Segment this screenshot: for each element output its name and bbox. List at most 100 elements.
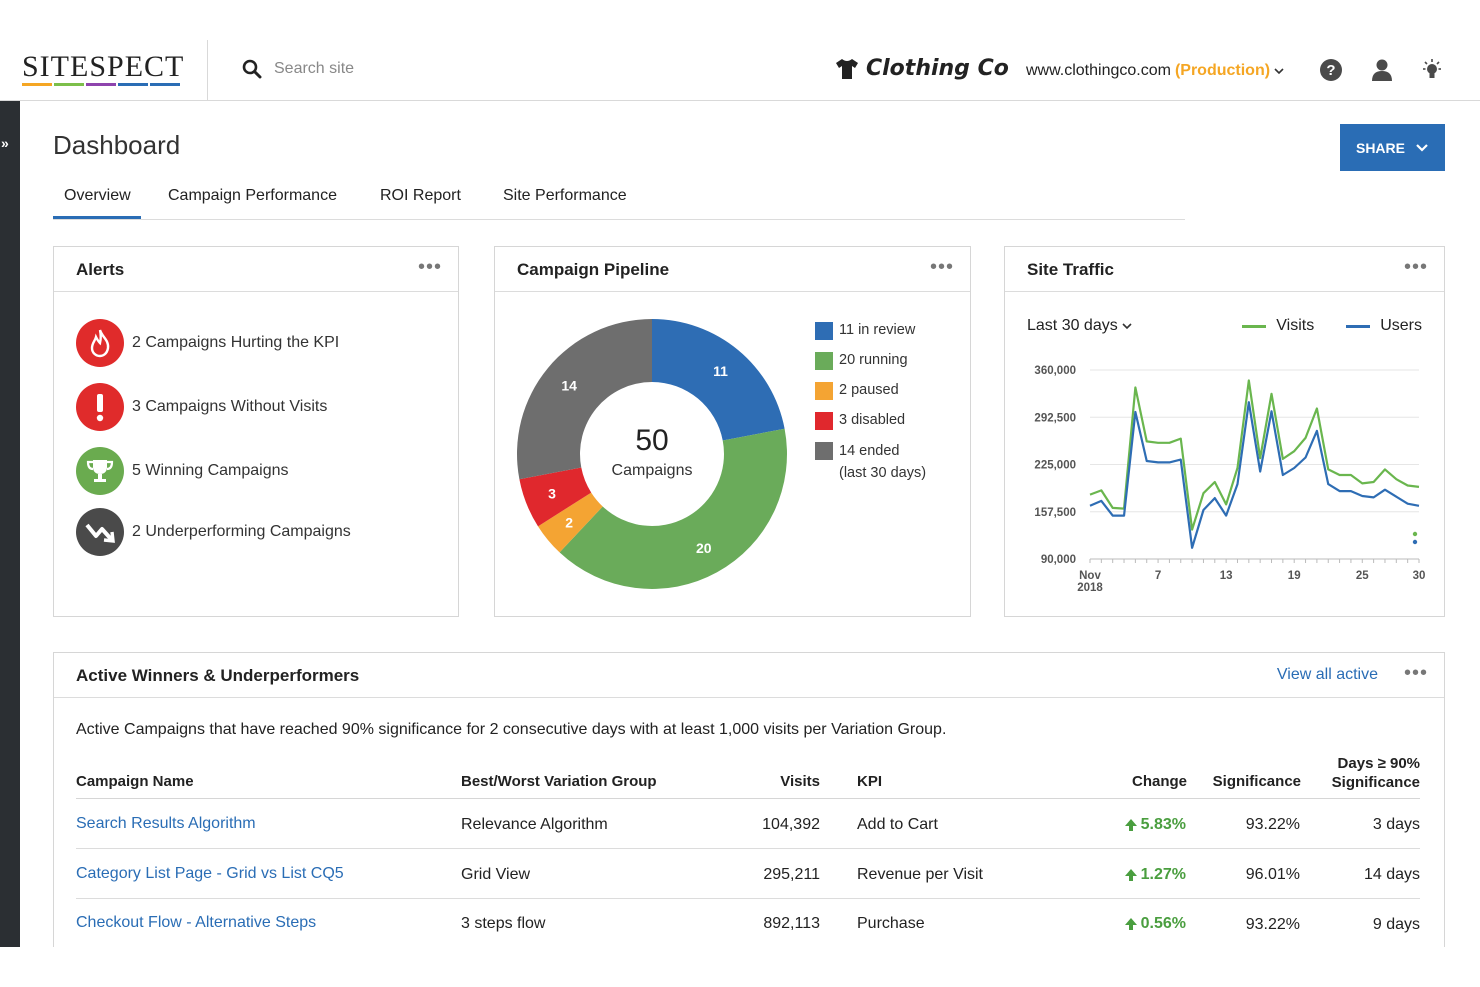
flame-icon [76, 319, 124, 367]
col-header-significance[interactable]: Significance [1212, 773, 1301, 790]
search-input[interactable]: Search site [274, 60, 355, 77]
donut-slice-running[interactable] [559, 428, 787, 589]
traffic-legend: Visits Users [1242, 317, 1422, 335]
legend-item-paused: 2 paused [815, 382, 926, 412]
page-title: Dashboard [53, 130, 181, 160]
col-header-kpi[interactable]: KPI [857, 773, 883, 790]
donut-slice-paused[interactable] [538, 492, 603, 553]
kpi-cell: Purchase [857, 915, 925, 932]
tab-campaign-performance[interactable]: Campaign Performance [168, 187, 337, 204]
user-icon[interactable] [1370, 58, 1394, 82]
alert-label: 2 Campaigns Hurting the KPI [132, 334, 340, 351]
trend-down-icon [76, 508, 124, 556]
legend-swatch [815, 412, 833, 430]
kpi-cell: Revenue per Visit [857, 866, 983, 883]
winners-title: Active Winners & Underperformers [76, 666, 360, 685]
campaign-link[interactable]: Checkout Flow - Alternative Steps [76, 914, 317, 931]
legend-swatch [815, 322, 833, 340]
days-cell: 3 days [1372, 816, 1420, 833]
site-traffic-card: Site Traffic ••• Last 30 days Visits Use… [1004, 246, 1445, 617]
date-range-dropdown[interactable]: Last 30 days [1027, 317, 1132, 335]
col-header-visits[interactable]: Visits [780, 773, 820, 790]
col-header-variation-group[interactable]: Best/Worst Variation Group [461, 773, 657, 790]
more-options-icon[interactable]: ••• [929, 256, 954, 278]
donut-slice-in-review[interactable] [652, 319, 785, 441]
legend-label: 2 paused [839, 382, 899, 398]
x-tick-label: 13 [1220, 570, 1233, 582]
x-tick-label: 19 [1288, 570, 1301, 582]
more-options-icon[interactable]: ••• [1403, 256, 1428, 278]
traffic-title: Site Traffic [1027, 260, 1114, 279]
search-box[interactable]: Search site [242, 59, 354, 79]
days-cell: 14 days [1363, 866, 1420, 883]
x-tick-label: 30 [1413, 570, 1426, 582]
tab-roi-report[interactable]: ROI Report [380, 187, 461, 204]
users-legend-label: Users [1380, 317, 1422, 334]
col-header-days-line2: Significance [1331, 774, 1420, 791]
series-line-users[interactable] [1089, 401, 1420, 549]
campaign-link[interactable]: Category List Page - Grid vs List CQ5 [76, 865, 344, 882]
campaign-link[interactable]: Search Results Algorithm [76, 815, 256, 832]
tab-bar: Overview Campaign Performance ROI Report… [53, 176, 1185, 220]
left-rail: » [0, 101, 20, 947]
legend-label: 20 running [839, 352, 908, 368]
alert-item-without-visits[interactable]: 3 Campaigns Without Visits [76, 383, 327, 431]
pipeline-legend: 11 in review 20 running 2 paused 3 disab… [815, 322, 926, 486]
campaign-pipeline-card: Campaign Pipeline ••• 11 20 2 3 14 50 Campai… [494, 246, 971, 617]
donut-data-label: 2 [565, 515, 573, 531]
alert-item-underperforming[interactable]: 2 Underperforming Campaigns [76, 508, 351, 556]
logo-color-bars [22, 83, 180, 86]
donut-slice-ended[interactable] [517, 319, 652, 480]
trophy-icon [76, 447, 124, 495]
tab-site-performance[interactable]: Site Performance [503, 187, 627, 204]
arrow-up-icon [1124, 819, 1137, 831]
y-tick-label: 292,500 [1034, 412, 1076, 424]
change-value: 0.56% [1140, 915, 1186, 932]
y-tick-label: 90,000 [1041, 554, 1076, 566]
series-line-visits[interactable] [1089, 379, 1420, 531]
brand-name: Clothing Co [866, 56, 1009, 81]
top-header: SITESPECT Search site Clothing Co www.cl… [0, 40, 1480, 101]
donut-data-label: 11 [713, 363, 728, 379]
share-button-label: SHARE [1355, 139, 1405, 156]
lightbulb-icon[interactable] [1420, 58, 1444, 82]
traffic-card-header: Site Traffic ••• [1005, 247, 1444, 292]
svg-text:?: ? [1326, 62, 1335, 79]
visits-cell: 295,211 [763, 866, 820, 883]
tab-overview[interactable]: Overview [64, 187, 131, 204]
legend-item-in-review: 11 in review [815, 322, 926, 352]
visits-legend-line [1242, 324, 1267, 328]
help-icon[interactable]: ? [1319, 58, 1343, 82]
more-options-icon[interactable]: ••• [417, 256, 442, 278]
significance-cell: 93.22% [1245, 816, 1300, 833]
view-all-active-link[interactable]: View all active [1276, 666, 1378, 683]
y-tick-label: 157,500 [1034, 507, 1076, 519]
site-traffic-line-chart: 360,000 292,500 225,000 157,500 90,000 Nov20… [1034, 365, 1426, 594]
sitespect-logo[interactable]: SITESPECT [22, 52, 183, 88]
y-tick-label: 360,000 [1034, 365, 1076, 377]
pipeline-card-header: Campaign Pipeline ••• [495, 247, 970, 292]
donut-slice-disabled[interactable] [519, 467, 592, 527]
alerts-card-header: Alerts ••• [54, 247, 458, 292]
arrow-up-icon [1124, 918, 1137, 930]
legend-swatch [815, 382, 833, 400]
more-options-icon[interactable]: ••• [1403, 662, 1428, 684]
share-button[interactable]: SHARE [1340, 124, 1445, 171]
expand-icon[interactable]: » [1, 135, 9, 151]
x-tick-label: 7 [1155, 570, 1161, 582]
site-selector[interactable]: www.clothingco.com (Production) [1026, 62, 1284, 80]
col-header-campaign-name[interactable]: Campaign Name [76, 773, 194, 790]
col-header-change[interactable]: Change [1131, 773, 1187, 790]
shirt-icon [836, 58, 858, 79]
legend-swatch [815, 352, 833, 370]
legend-item-disabled: 3 disabled [815, 412, 926, 442]
legend-label: 3 disabled [839, 412, 906, 428]
col-header-days-significance[interactable]: Days ≥ 90% Significance [1332, 754, 1420, 792]
active-winners-card: Active Winners & Underperformers View al… [53, 652, 1445, 972]
alert-item-hurting-kpi[interactable]: 2 Campaigns Hurting the KPI [76, 319, 339, 367]
legend-label: 11 in review [839, 322, 916, 338]
change-cell: 0.56% [1124, 915, 1186, 933]
alert-item-winning[interactable]: 5 Winning Campaigns [76, 447, 289, 495]
significance-cell: 93.22% [1245, 916, 1300, 933]
pipeline-total: 50 [635, 424, 668, 457]
